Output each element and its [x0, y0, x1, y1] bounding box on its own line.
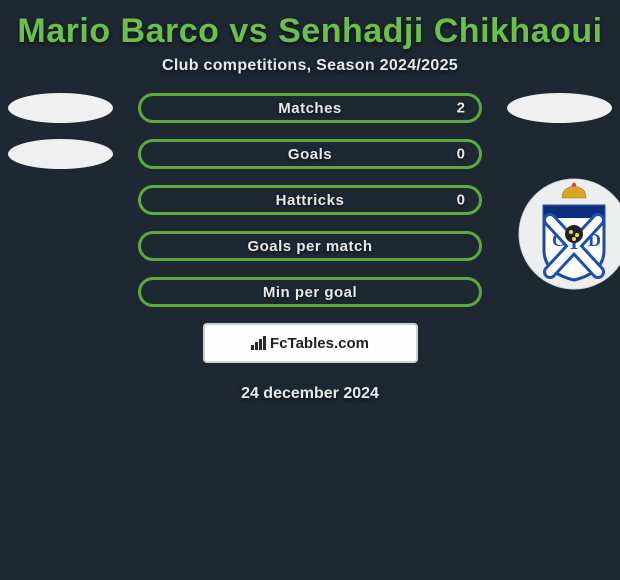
brand-text: FcTables.com	[270, 335, 369, 352]
stat-pill: Hattricks 0	[138, 185, 482, 215]
stat-label: Hattricks	[276, 192, 345, 209]
stat-value: 0	[457, 146, 465, 163]
stat-pill: Goals 0	[138, 139, 482, 169]
player-left-oval	[8, 93, 113, 123]
player-left-oval	[8, 139, 113, 169]
stat-pill: Goals per match	[138, 231, 482, 261]
stat-value: 2	[457, 100, 465, 117]
stat-label: Goals	[288, 146, 332, 163]
stat-label: Goals per match	[247, 238, 372, 255]
season-subtitle: Club competitions, Season 2024/2025	[0, 57, 620, 93]
stat-pill: Matches 2	[138, 93, 482, 123]
player-right-oval	[507, 93, 612, 123]
page-title: Mario Barco vs Senhadji Chikhaoui	[0, 0, 620, 57]
brand-box[interactable]: FcTables.com	[203, 323, 418, 363]
chart-icon	[251, 336, 266, 350]
stat-label: Matches	[278, 100, 342, 117]
stat-row: Goals 0	[10, 139, 610, 169]
stat-row: Matches 2	[10, 93, 610, 123]
club-badge: C D T	[518, 178, 620, 290]
date-label: 24 december 2024	[0, 385, 620, 403]
stat-label: Min per goal	[263, 284, 357, 301]
stat-value: 0	[457, 192, 465, 209]
stat-pill: Min per goal	[138, 277, 482, 307]
